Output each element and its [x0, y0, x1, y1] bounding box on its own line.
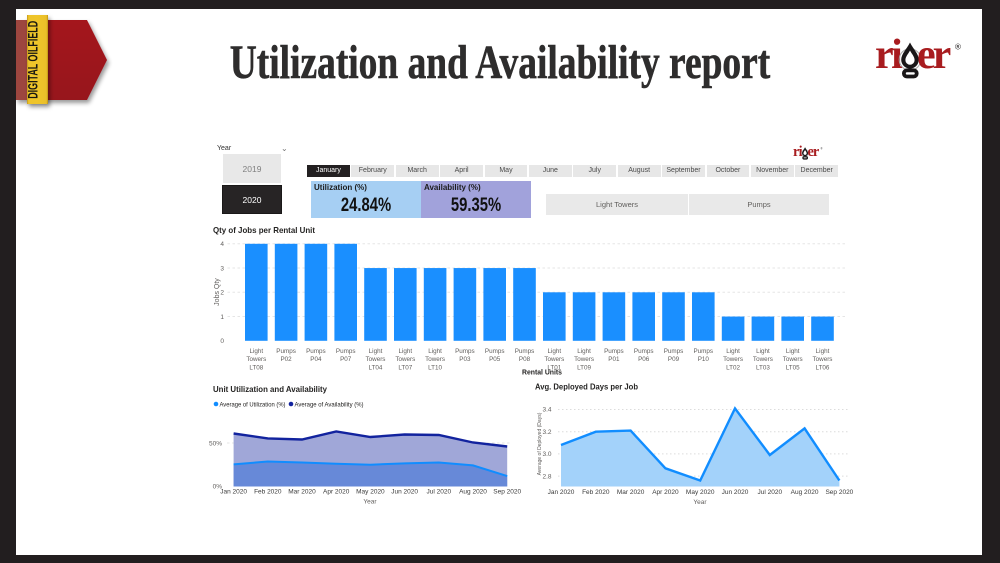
svg-text:Unit Utilization and Availabil: Unit Utilization and Availability	[213, 385, 327, 394]
svg-text:1: 1	[220, 314, 224, 321]
svg-text:P04: P04	[310, 356, 322, 363]
svg-text:LT02: LT02	[726, 364, 740, 371]
svg-text:P03: P03	[459, 356, 471, 363]
svg-text:Towers: Towers	[783, 356, 803, 363]
svg-text:Light: Light	[369, 348, 383, 355]
svg-text:Year: Year	[363, 499, 377, 506]
svg-text:Light: Light	[428, 348, 442, 355]
svg-text:P01: P01	[608, 356, 620, 363]
svg-text:P08: P08	[519, 356, 531, 363]
svg-text:0%: 0%	[213, 484, 223, 491]
svg-text:Towers: Towers	[366, 356, 386, 363]
svg-text:Light: Light	[547, 348, 561, 355]
svg-text:Aug 2020: Aug 2020	[791, 489, 819, 496]
svg-text:Average of Deployed (Days): Average of Deployed (Days)	[537, 412, 543, 475]
svg-text:Pumps: Pumps	[336, 348, 356, 355]
svg-text:Light: Light	[249, 348, 263, 355]
svg-text:Jun 2020: Jun 2020	[391, 489, 418, 496]
svg-text:LT05: LT05	[786, 364, 800, 371]
svg-text:Jul 2020: Jul 2020	[758, 489, 783, 496]
svg-text:P02: P02	[280, 356, 292, 363]
svg-text:P09: P09	[668, 356, 680, 363]
svg-text:May 2020: May 2020	[356, 489, 385, 496]
svg-text:Aug 2020: Aug 2020	[459, 489, 487, 496]
svg-text:Pumps: Pumps	[693, 348, 713, 355]
svg-text:LT04: LT04	[369, 364, 383, 371]
svg-text:Qty of Jobs per Rental Unit: Qty of Jobs per Rental Unit	[213, 226, 315, 235]
svg-text:Feb 2020: Feb 2020	[582, 489, 610, 496]
svg-text:Towers: Towers	[574, 356, 594, 363]
svg-text:Towers: Towers	[425, 356, 445, 363]
svg-text:LT03: LT03	[756, 364, 770, 371]
svg-text:Jan 2020: Jan 2020	[548, 489, 575, 496]
svg-text:3.2: 3.2	[542, 429, 551, 436]
svg-text:LT06: LT06	[816, 364, 830, 371]
svg-text:Pumps: Pumps	[515, 348, 535, 355]
svg-text:Jan 2020: Jan 2020	[220, 489, 247, 496]
svg-text:3.0: 3.0	[542, 451, 551, 458]
svg-text:ri: ri	[875, 36, 903, 78]
svg-text:Jun 2020: Jun 2020	[722, 489, 749, 496]
svg-text:Towers: Towers	[544, 356, 564, 363]
svg-text:DIGITAL OILFIELD: DIGITAL OILFIELD	[25, 21, 41, 99]
svg-text:Sep 2020: Sep 2020	[493, 489, 521, 496]
svg-text:Jobs Qty: Jobs Qty	[214, 278, 221, 306]
svg-text:4: 4	[220, 241, 224, 248]
svg-text:Average of Utilization (%): Average of Utilization (%)	[220, 401, 286, 408]
svg-text:LT10: LT10	[428, 364, 442, 371]
svg-text:May 2020: May 2020	[686, 489, 715, 496]
svg-text:Pumps: Pumps	[634, 348, 654, 355]
svg-text:Pumps: Pumps	[604, 348, 624, 355]
svg-text:Towers: Towers	[395, 356, 415, 363]
svg-text:P10: P10	[698, 356, 710, 363]
svg-text:Mar 2020: Mar 2020	[617, 489, 645, 496]
svg-text:Pumps: Pumps	[485, 348, 505, 355]
svg-text:Sep 2020: Sep 2020	[825, 489, 853, 496]
svg-text:Feb 2020: Feb 2020	[254, 489, 282, 496]
svg-text:Average of Availability (%): Average of Availability (%)	[295, 401, 364, 408]
svg-text:P05: P05	[489, 356, 501, 363]
svg-text:Pumps: Pumps	[306, 348, 326, 355]
svg-text:®: ®	[955, 43, 961, 52]
svg-text:Apr 2020: Apr 2020	[323, 489, 350, 496]
svg-text:Pumps: Pumps	[276, 348, 296, 355]
svg-text:3.4: 3.4	[542, 407, 551, 414]
svg-text:Jul 2020: Jul 2020	[427, 489, 452, 496]
svg-text:LT09: LT09	[577, 364, 591, 371]
svg-text:Avg. Deployed Days per Job: Avg. Deployed Days per Job	[535, 383, 638, 392]
svg-text:P07: P07	[340, 356, 352, 363]
svg-text:0: 0	[220, 338, 224, 345]
svg-text:Towers: Towers	[723, 356, 743, 363]
svg-text:LT01: LT01	[547, 364, 561, 371]
svg-text:50%: 50%	[209, 441, 222, 448]
svg-text:Pumps: Pumps	[455, 348, 475, 355]
svg-text:Light: Light	[756, 348, 770, 355]
svg-text:Light: Light	[577, 348, 591, 355]
svg-text:Apr 2020: Apr 2020	[652, 489, 679, 496]
svg-text:Mar 2020: Mar 2020	[288, 489, 316, 496]
svg-text:Light: Light	[398, 348, 412, 355]
svg-text:Towers: Towers	[813, 356, 833, 363]
svg-text:P06: P06	[638, 356, 650, 363]
svg-text:Pumps: Pumps	[664, 348, 684, 355]
svg-text:Light: Light	[816, 348, 830, 355]
svg-text:LT07: LT07	[398, 364, 412, 371]
svg-text:Towers: Towers	[753, 356, 773, 363]
svg-text:3: 3	[220, 265, 224, 272]
svg-text:Light: Light	[786, 348, 800, 355]
svg-text:Light: Light	[726, 348, 740, 355]
svg-text:LT08: LT08	[249, 364, 263, 371]
svg-text:er: er	[917, 36, 951, 78]
svg-text:2.8: 2.8	[542, 473, 551, 480]
svg-text:2: 2	[220, 290, 224, 297]
svg-text:Year: Year	[693, 499, 707, 506]
svg-text:Rental Units: Rental Units	[522, 368, 562, 377]
svg-text:Towers: Towers	[246, 356, 266, 363]
